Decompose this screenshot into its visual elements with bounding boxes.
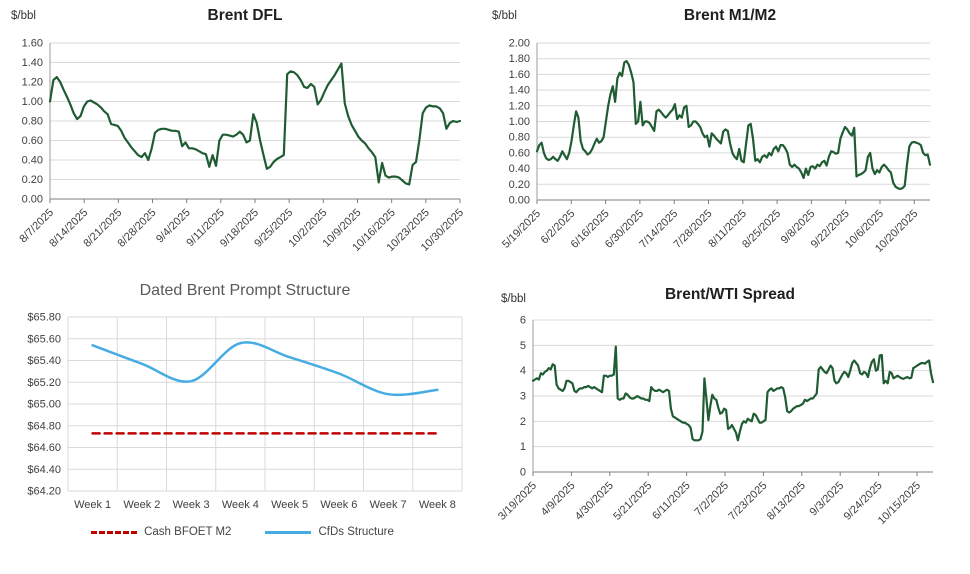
chart-title: Brent/WTI Spread bbox=[664, 286, 796, 303]
chart-brent-m1-m2: 0.00 0.20 0.40 0.60 0.80 1.00 1.20 1.40 1.60 1.80… bbox=[485, 0, 970, 287]
svg-text:Week 1: Week 1 bbox=[74, 499, 111, 511]
svg-text:3/19/2025: 3/19/2025 bbox=[496, 480, 539, 523]
legend: Cash BFOET M2 CfDs Structure bbox=[0, 526, 485, 538]
svg-text:2.00: 2.00 bbox=[509, 38, 530, 50]
svg-text:1: 1 bbox=[520, 441, 526, 453]
svg-text:Week 5: Week 5 bbox=[271, 499, 308, 511]
svg-text:1.40: 1.40 bbox=[509, 85, 530, 97]
svg-text:$65.80: $65.80 bbox=[27, 312, 61, 324]
legend-label: CfDs Structure bbox=[318, 526, 394, 538]
svg-text:1.80: 1.80 bbox=[509, 53, 530, 65]
svg-text:9/3/2025: 9/3/2025 bbox=[808, 480, 847, 519]
svg-text:0.80: 0.80 bbox=[22, 116, 43, 128]
y-axis-unit-label: $/bbl bbox=[492, 10, 517, 22]
svg-text:$64.60: $64.60 bbox=[27, 442, 61, 454]
svg-text:5/19/2025: 5/19/2025 bbox=[500, 208, 543, 251]
svg-text:$65.00: $65.00 bbox=[27, 399, 61, 411]
svg-text:1.40: 1.40 bbox=[22, 57, 43, 69]
svg-text:$65.60: $65.60 bbox=[27, 333, 61, 345]
svg-text:0.60: 0.60 bbox=[22, 135, 43, 147]
svg-text:Week 7: Week 7 bbox=[370, 499, 407, 511]
svg-text:0.00: 0.00 bbox=[22, 194, 43, 206]
svg-text:6: 6 bbox=[520, 315, 526, 327]
chart-brent-dfl: 0.00 0.20 0.40 0.60 0.80 1.00 1.20 1.40 1.60 8/7/… bbox=[0, 0, 485, 287]
legend-item-cash-bfoet-m2: Cash BFOET M2 bbox=[91, 526, 231, 538]
svg-text:Week 2: Week 2 bbox=[123, 499, 160, 511]
svg-text:Week 3: Week 3 bbox=[173, 499, 210, 511]
svg-text:0.40: 0.40 bbox=[509, 163, 530, 175]
cash-bfoet-m2-dash-swatch bbox=[91, 530, 138, 534]
svg-text:1.60: 1.60 bbox=[509, 69, 530, 81]
svg-text:0.20: 0.20 bbox=[22, 174, 43, 186]
svg-text:Week 6: Week 6 bbox=[320, 499, 357, 511]
y-axis-unit-label: $/bbl bbox=[501, 293, 526, 305]
chart-title: Brent DFL bbox=[207, 7, 283, 24]
y-axis-unit-label: $/bbl bbox=[11, 10, 36, 22]
svg-text:2: 2 bbox=[520, 416, 526, 428]
chart-title: Brent M1/M2 bbox=[683, 7, 777, 24]
svg-text:0: 0 bbox=[520, 467, 526, 479]
svg-text:7/23/2025: 7/23/2025 bbox=[726, 480, 769, 523]
svg-text:$65.20: $65.20 bbox=[27, 377, 61, 389]
svg-text:$64.20: $64.20 bbox=[27, 486, 61, 498]
dated-brent-prompt-structure-plot: $64.20 $64.40 $64.60 $64.80 $65.00 $65.20 $65.… bbox=[27, 312, 463, 511]
svg-text:4/9/2025: 4/9/2025 bbox=[539, 480, 578, 519]
brent-wti-spread-plot: 0 1 2 3 4 5 6 3/19/2025 4/9/20254/30/20255/21/20… bbox=[496, 315, 935, 527]
svg-text:7/2/2025: 7/2/2025 bbox=[692, 480, 731, 519]
svg-text:$64.40: $64.40 bbox=[27, 464, 61, 476]
svg-text:0.80: 0.80 bbox=[509, 132, 530, 144]
svg-text:3: 3 bbox=[520, 391, 526, 403]
svg-text:4: 4 bbox=[520, 365, 526, 377]
svg-text:Week 4: Week 4 bbox=[222, 499, 259, 511]
svg-text:5: 5 bbox=[520, 340, 526, 352]
svg-text:5/21/2025: 5/21/2025 bbox=[611, 480, 654, 523]
legend-item-cfds-structure: CfDs Structure bbox=[265, 526, 394, 538]
svg-text:4/30/2025: 4/30/2025 bbox=[573, 480, 616, 523]
chart-dated-brent-prompt-structure: $64.20 $64.40 $64.60 $64.80 $65.00 $65.20 $65.… bbox=[0, 282, 485, 574]
svg-text:1.20: 1.20 bbox=[509, 100, 530, 112]
svg-text:Week 8: Week 8 bbox=[419, 499, 456, 511]
svg-text:0.60: 0.60 bbox=[509, 147, 530, 159]
svg-text:1.20: 1.20 bbox=[22, 77, 43, 89]
chart-brent-wti-spread: 0 1 2 3 4 5 6 3/19/2025 4/9/2025 4/30/2025 5/21/20… bbox=[485, 286, 970, 574]
svg-text:1.00: 1.00 bbox=[22, 96, 43, 108]
svg-text:1.60: 1.60 bbox=[22, 38, 43, 50]
chart-title: Dated Brent Prompt Structure bbox=[139, 282, 351, 299]
brent-dfl-plot: 0.000.200.400.600.801.001.201.401.608/7/… bbox=[17, 38, 466, 255]
svg-text:0.00: 0.00 bbox=[509, 195, 530, 207]
svg-text:8/13/2025: 8/13/2025 bbox=[765, 480, 808, 523]
svg-text:$64.80: $64.80 bbox=[27, 420, 61, 432]
legend-label: Cash BFOET M2 bbox=[144, 526, 232, 538]
svg-text:0.40: 0.40 bbox=[22, 155, 43, 167]
svg-text:$65.40: $65.40 bbox=[27, 355, 61, 367]
svg-text:0.20: 0.20 bbox=[509, 179, 530, 191]
brent-m1-m2-plot: 0.00 0.20 0.40 0.60 0.80 1.00 1.20 1.40 1.60 1.80… bbox=[500, 38, 932, 255]
svg-text:1.00: 1.00 bbox=[509, 116, 530, 128]
svg-text:6/11/2025: 6/11/2025 bbox=[650, 480, 693, 523]
cfds-structure-line-swatch bbox=[265, 530, 312, 534]
